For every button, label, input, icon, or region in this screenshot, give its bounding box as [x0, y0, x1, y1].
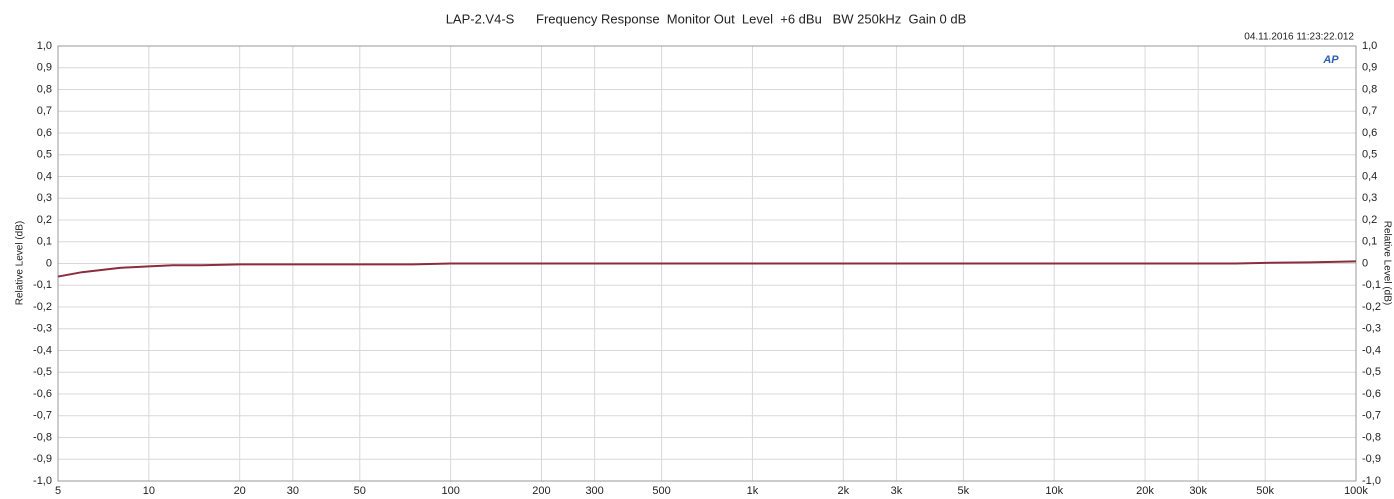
- x-tick-label: 300: [585, 485, 603, 497]
- x-tick-label: 2k: [837, 485, 849, 497]
- x-tick-label: 30: [287, 485, 299, 497]
- y2-tick-label: 0,3: [1362, 192, 1377, 204]
- y-tick-label: -0,5: [33, 366, 52, 378]
- y-tick-label: -0,7: [33, 410, 52, 422]
- x-tick-label: 5: [55, 485, 61, 497]
- y2-tick-label: 0,6: [1362, 127, 1377, 139]
- y-tick-label: 0,7: [37, 105, 52, 117]
- x-tick-label: 1k: [747, 485, 759, 497]
- y-tick-label: -1,0: [33, 475, 52, 487]
- y2-tick-label: 0,7: [1362, 105, 1377, 117]
- x-tick-label: 20: [234, 485, 246, 497]
- y-tick-label: -0,1: [33, 279, 52, 291]
- x-tick-label: 10k: [1045, 485, 1063, 497]
- y-axis-label: Relative Level (dB): [15, 221, 26, 305]
- y2-tick-label: 0: [1362, 257, 1368, 269]
- y2-tick-label: 0,5: [1362, 149, 1377, 161]
- y2-tick-label: 0,9: [1362, 62, 1377, 74]
- x-tick-label: 50k: [1256, 485, 1274, 497]
- y-tick-label: 0,5: [37, 149, 52, 161]
- y-tick-label: -0,9: [33, 453, 52, 465]
- y2-tick-label: -0,1: [1362, 279, 1381, 291]
- y2-tick-label: 0,8: [1362, 83, 1377, 95]
- y-tick-label: 0,3: [37, 192, 52, 204]
- y2-tick-label: -0,8: [1362, 431, 1381, 443]
- y2-tick-label: 0,2: [1362, 214, 1377, 226]
- y2-tick-label: -0,5: [1362, 366, 1381, 378]
- y-tick-label: 0,1: [37, 236, 52, 248]
- y-tick-label: 0,6: [37, 127, 52, 139]
- y2-tick-label: -0,7: [1362, 410, 1381, 422]
- y2-tick-label: 0,1: [1362, 236, 1377, 248]
- y2-tick-label: 1,0: [1362, 40, 1377, 52]
- y-tick-label: -0,2: [33, 301, 52, 313]
- y-tick-label: 0: [46, 257, 52, 269]
- x-tick-label: 100: [441, 485, 459, 497]
- y-tick-label: -0,6: [33, 388, 52, 400]
- y-tick-label: 0,9: [37, 62, 52, 74]
- x-tick-label: 30k: [1189, 485, 1207, 497]
- y2-tick-label: -0,2: [1362, 301, 1381, 313]
- timestamp: 04.11.2016 11:23:22.012: [1244, 32, 1354, 43]
- y-tick-label: -0,3: [33, 323, 52, 335]
- x-tick-label: 200: [532, 485, 550, 497]
- x-tick-label: 20k: [1136, 485, 1154, 497]
- y2-tick-label: -1,0: [1362, 475, 1381, 487]
- y2-tick-label: 0,4: [1362, 170, 1377, 182]
- y2-tick-label: -0,4: [1362, 344, 1381, 356]
- x-tick-label: 50: [354, 485, 366, 497]
- y-tick-label: 0,8: [37, 83, 52, 95]
- chart-title: LAP-2.V4-S Frequency Response Monitor Ou…: [446, 11, 967, 26]
- y-tick-label: -0,8: [33, 431, 52, 443]
- x-tick-label: 3k: [891, 485, 903, 497]
- y-tick-label: 1,0: [37, 40, 52, 52]
- y-tick-label: 0,2: [37, 214, 52, 226]
- y2-tick-label: -0,6: [1362, 388, 1381, 400]
- x-tick-label: 100k: [1344, 485, 1368, 497]
- logo: AP: [1322, 54, 1339, 66]
- y2-axis-label: Relative Level (dB): [1381, 221, 1392, 305]
- y-tick-label: -0,4: [33, 344, 52, 356]
- x-tick-label: 10: [143, 485, 155, 497]
- y2-tick-label: -0,3: [1362, 323, 1381, 335]
- plot-frame: [57, 45, 1357, 482]
- y-tick-label: 0,4: [37, 170, 52, 182]
- x-tick-label: 5k: [958, 485, 970, 497]
- y2-tick-label: -0,9: [1362, 453, 1381, 465]
- x-tick-label: 500: [652, 485, 670, 497]
- data-line: [57, 260, 1357, 278]
